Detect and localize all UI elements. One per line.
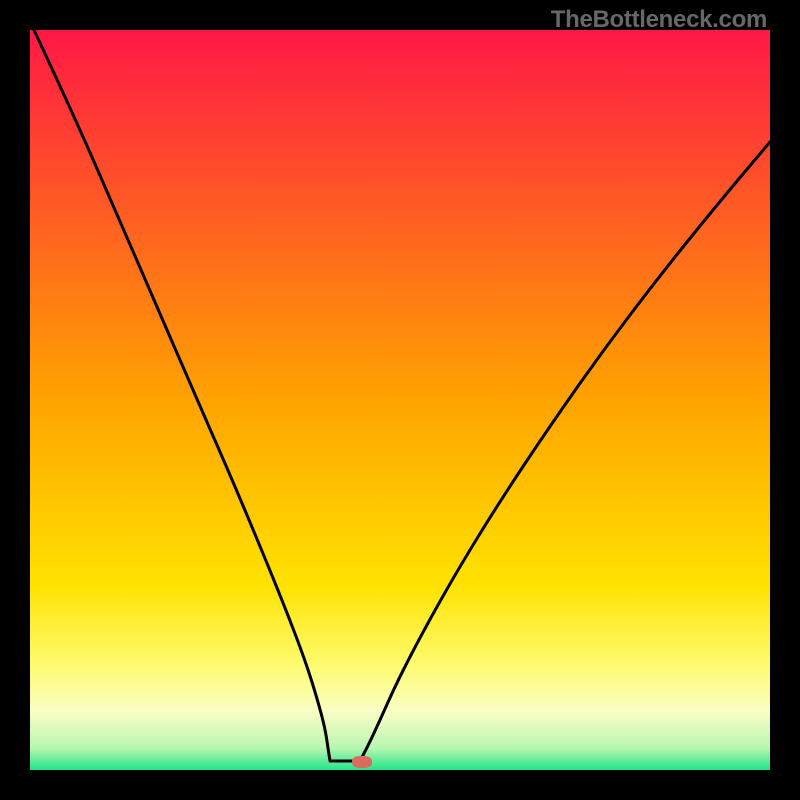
watermark-text: TheBottleneck.com xyxy=(551,6,767,34)
curve-path xyxy=(34,30,770,761)
plot-area xyxy=(30,30,770,770)
minimum-marker xyxy=(352,756,372,768)
chart-outer-frame: TheBottleneck.com xyxy=(0,0,800,800)
bottleneck-curve xyxy=(30,30,770,770)
